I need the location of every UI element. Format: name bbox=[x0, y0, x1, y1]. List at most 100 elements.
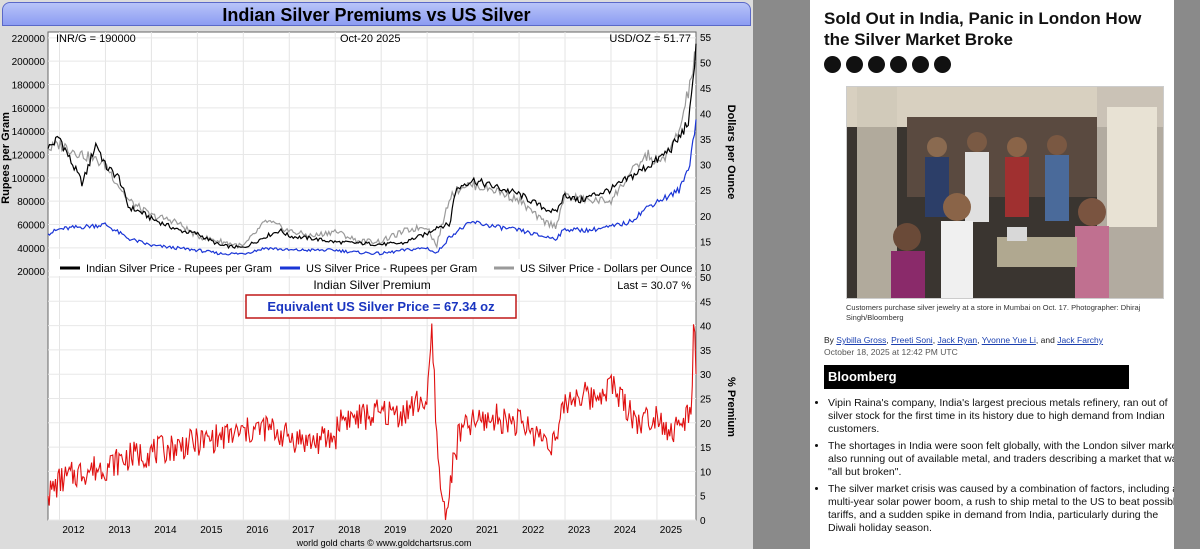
photo-caption: Customers purchase silver jewelry at a s… bbox=[846, 303, 1141, 322]
left-axis-label: Rupees per Gram bbox=[0, 112, 12, 204]
y2-tick-label: 10 bbox=[700, 263, 712, 274]
x-tick-label: 2023 bbox=[568, 525, 591, 536]
series-us-rupees bbox=[47, 119, 697, 256]
summary-bullet: The silver market crisis was caused by a… bbox=[828, 483, 1174, 535]
lower-y-tick-label: 25 bbox=[700, 395, 712, 406]
byline: By Sybilla Gross, Preeti Soni, Jack Ryan… bbox=[824, 335, 1104, 345]
chart-title: Indian Silver Premiums vs US Silver bbox=[2, 2, 751, 26]
share-icon[interactable] bbox=[846, 56, 863, 73]
byline-and: and bbox=[1040, 335, 1055, 345]
y-tick-label: 20000 bbox=[17, 267, 45, 278]
article-date: October 18, 2025 at 12:42 PM UTC bbox=[824, 347, 958, 357]
y-tick-label: 140000 bbox=[12, 127, 46, 138]
y2-tick-label: 20 bbox=[700, 212, 712, 223]
share-icon[interactable] bbox=[890, 56, 907, 73]
x-tick-label: 2015 bbox=[200, 525, 223, 536]
article-panel: Sold Out in India, Panic in London How t… bbox=[810, 0, 1174, 549]
y2-tick-label: 50 bbox=[700, 59, 712, 70]
author-link[interactable]: Preeti Soni bbox=[891, 335, 933, 345]
lower-y-tick-label: 15 bbox=[700, 443, 712, 454]
y2-tick-label: 35 bbox=[700, 135, 712, 146]
y-tick-label: 100000 bbox=[12, 174, 46, 185]
legend-label-indian: Indian Silver Price - Rupees per Gram bbox=[86, 263, 272, 275]
lower-y-tick-label: 45 bbox=[700, 297, 712, 308]
share-icon[interactable] bbox=[868, 56, 885, 73]
legend: Indian Silver Price - Rupees per Gram US… bbox=[50, 259, 694, 276]
x-tick-label: 2020 bbox=[430, 525, 453, 536]
lower-y-tick-label: 40 bbox=[700, 322, 712, 333]
top-left-readout: INR/G = 190000 bbox=[56, 33, 136, 45]
x-tick-label: 2014 bbox=[154, 525, 177, 536]
chart-footer: world gold charts © www.goldchartsrus.co… bbox=[296, 538, 472, 548]
summary-bullet: The shortages in India were soon felt gl… bbox=[828, 440, 1174, 479]
lower-title: Indian Silver Premium bbox=[313, 278, 430, 292]
summary-bullet: Vipin Raina's company, India's largest p… bbox=[828, 397, 1174, 436]
share-icon[interactable] bbox=[824, 56, 841, 73]
share-icon[interactable] bbox=[912, 56, 929, 73]
x-tick-label: 2024 bbox=[614, 525, 637, 536]
x-tick-label: 2022 bbox=[522, 525, 545, 536]
y-tick-label: 80000 bbox=[17, 197, 45, 208]
lower-y-tick-label: 10 bbox=[700, 467, 712, 478]
lower-y-tick-label: 50 bbox=[700, 273, 712, 284]
x-tick-label: 2016 bbox=[246, 525, 269, 536]
y-tick-label: 160000 bbox=[12, 104, 46, 115]
y2-tick-label: 40 bbox=[700, 110, 712, 121]
lower-y-tick-label: 20 bbox=[700, 419, 712, 430]
lower-right-readout: Last = 30.07 % bbox=[617, 280, 691, 292]
lower-y-tick-label: 30 bbox=[700, 370, 712, 381]
legend-label-us-dollars: US Silver Price - Dollars per Ounce bbox=[520, 263, 692, 275]
lower-y-tick-label: 35 bbox=[700, 346, 712, 357]
lower-y-tick-label: 5 bbox=[700, 492, 706, 503]
top-date: Oct-20 2025 bbox=[340, 33, 401, 45]
y-tick-label: 180000 bbox=[12, 81, 46, 92]
chart-panel: Indian Silver Premiums vs US Silver 2000… bbox=[0, 0, 753, 549]
right-axis-label: Dollars per Ounce bbox=[725, 105, 737, 200]
y-tick-label: 220000 bbox=[12, 34, 46, 45]
x-tick-label: 2019 bbox=[384, 525, 407, 536]
author-link[interactable]: Sybilla Gross bbox=[836, 335, 887, 345]
y2-tick-label: 55 bbox=[700, 33, 712, 44]
lower-series bbox=[47, 323, 697, 521]
top-right-readout: USD/OZ = 51.77 bbox=[609, 33, 691, 45]
brand-label: Bloomberg bbox=[828, 369, 897, 384]
author-link[interactable]: Yvonne Yue Li bbox=[981, 335, 1036, 345]
y-tick-label: 60000 bbox=[17, 221, 45, 232]
equivalent-price-box: Equivalent US Silver Price = 67.34 oz bbox=[245, 294, 517, 319]
right-edge bbox=[1174, 0, 1200, 549]
upper-y2-ticks: 10 15 20 25 30 35 40 45 50 55 bbox=[700, 33, 712, 274]
y2-tick-label: 45 bbox=[700, 84, 712, 95]
x-tick-label: 2018 bbox=[338, 525, 361, 536]
upper-y-ticks: 20000 40000 60000 80000 100000 120000 140000 16… bbox=[12, 34, 46, 278]
legend-label-us-rupees: US Silver Price - Rupees per Gram bbox=[306, 263, 477, 275]
x-tick-label: 2017 bbox=[292, 525, 315, 536]
y-tick-label: 120000 bbox=[12, 151, 46, 162]
y-tick-label: 40000 bbox=[17, 244, 45, 255]
divider-gap bbox=[753, 0, 810, 549]
y2-tick-label: 25 bbox=[700, 186, 712, 197]
x-tick-label: 2021 bbox=[476, 525, 499, 536]
byline-prefix: By bbox=[824, 335, 834, 345]
author-link[interactable]: Jack Farchy bbox=[1057, 335, 1104, 345]
share-icon[interactable] bbox=[934, 56, 951, 73]
summary-bullets: Vipin Raina's company, India's largest p… bbox=[812, 397, 1174, 539]
y2-tick-label: 15 bbox=[700, 237, 712, 248]
equivalent-price-text: Equivalent US Silver Price = 67.34 oz bbox=[267, 299, 495, 314]
x-tick-label: 2025 bbox=[660, 525, 683, 536]
x-ticks: 2012 2013 2014 2015 2016 2017 2018 2019 2020 2021… bbox=[62, 525, 682, 536]
y-tick-label: 200000 bbox=[12, 57, 46, 68]
x-tick-label: 2013 bbox=[108, 525, 131, 536]
lower-right-axis-label: % Premium bbox=[725, 377, 737, 437]
article-photo bbox=[846, 86, 1164, 299]
author-link[interactable]: Jack Ryan bbox=[937, 335, 978, 345]
x-tick-label: 2012 bbox=[62, 525, 85, 536]
article-headline: Sold Out in India, Panic in London How t… bbox=[824, 9, 1142, 49]
lower-y-ticks: 0 5 10 15 20 25 30 35 40 45 50 bbox=[700, 273, 712, 527]
share-buttons bbox=[824, 56, 951, 73]
upper-series bbox=[47, 43, 697, 256]
chart-svg: 20000 40000 60000 80000 100000 120000 140000 16… bbox=[0, 31, 737, 548]
series-indian-rupees bbox=[47, 43, 697, 250]
y2-tick-label: 30 bbox=[700, 161, 712, 172]
brand-bar: Bloomberg bbox=[824, 365, 1129, 389]
series-premium bbox=[47, 323, 697, 521]
